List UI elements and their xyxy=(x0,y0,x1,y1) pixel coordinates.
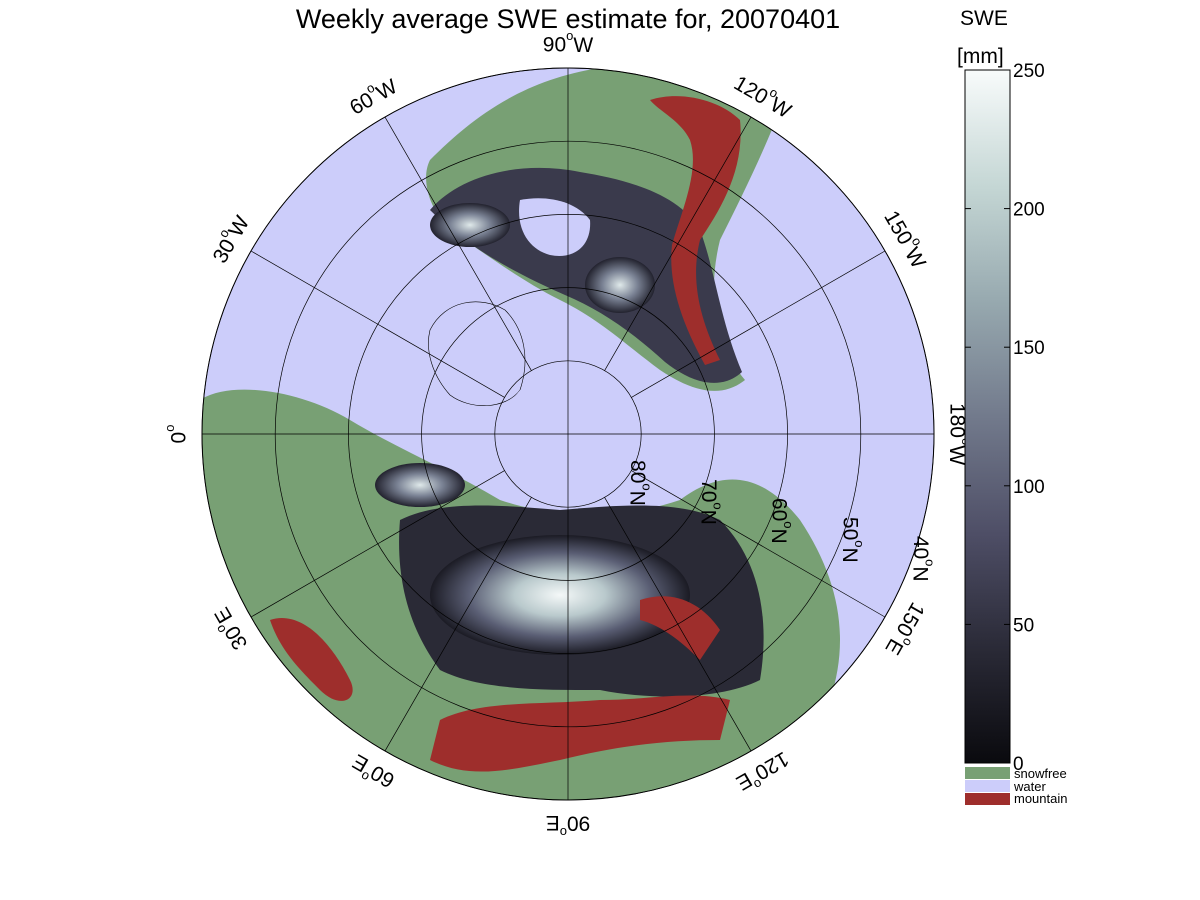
parallel-label-60n: 60oN xyxy=(768,498,796,544)
meridian-line xyxy=(604,497,752,752)
land-masses xyxy=(202,68,840,800)
colorbar-tick-label-100: 100 xyxy=(1013,477,1045,498)
legend-label-snowfree: snowfree xyxy=(1014,766,1067,781)
parallel-label-80n: 80oN xyxy=(626,460,654,506)
svg-text:60oN: 60oN xyxy=(768,498,796,544)
svg-text:80oN: 80oN xyxy=(626,460,654,506)
svg-text:30oE: 30oE xyxy=(206,603,253,656)
legend-label-mountain: mountain xyxy=(1014,791,1067,806)
legend-swatch-snowfree xyxy=(965,767,1010,779)
category-legend: snowfree water mountain xyxy=(965,766,1067,806)
meridian-label-90w: 90oW xyxy=(543,28,594,56)
colorbar-label-swe: SWE xyxy=(960,7,1008,30)
svg-text:0o: 0o xyxy=(162,425,190,444)
svg-text:70oN: 70oN xyxy=(697,479,725,525)
parallel-label-70n: 70oN xyxy=(697,479,725,525)
colorbar-tick-label-50: 50 xyxy=(1013,615,1034,636)
parallel-labels: 80oN 70oN 60oN 50oN 40oN xyxy=(626,460,937,582)
meridian-line xyxy=(604,116,752,371)
quebec-deep-snow xyxy=(585,257,655,313)
colorbar-label-unit: [mm] xyxy=(957,45,1004,68)
caucasus-mountains xyxy=(270,618,353,701)
map-title: Weekly average SWE estimate for, 2007040… xyxy=(296,4,840,34)
colorbar-tick-label-200: 200 xyxy=(1013,200,1045,221)
greenland xyxy=(428,301,526,406)
rocky-mountains xyxy=(650,96,741,365)
colorbar-ramp xyxy=(964,69,1011,764)
meridian-line xyxy=(631,250,886,398)
legend-swatch-water xyxy=(965,780,1010,792)
meridian-label-60e: 60oE xyxy=(346,750,399,797)
meridian-line xyxy=(384,497,532,752)
north-america-deep-snow xyxy=(430,203,510,247)
parallel-label-50n: 50oN xyxy=(838,517,866,563)
svg-text:60oE: 60oE xyxy=(346,750,399,797)
eurasian-mountains xyxy=(430,695,730,772)
svg-text:50oN: 50oN xyxy=(838,517,866,563)
meridian-label-30e: 30oE xyxy=(206,603,253,656)
colorbar-tick-label-250: 250 xyxy=(1013,61,1045,82)
colorbar-ticks: 0 50 100 150 200 250 xyxy=(965,61,1045,775)
parallel-label-40n: 40oN xyxy=(909,536,937,582)
meridian-label-90e: 90oE xyxy=(546,811,591,839)
scandinavia-snow xyxy=(375,463,465,507)
svg-text:90oW: 90oW xyxy=(543,28,594,56)
legend-label-water: water xyxy=(1013,779,1046,794)
svg-text:90oE: 90oE xyxy=(546,811,591,839)
hudson-bay xyxy=(519,198,591,256)
meridian-line xyxy=(250,470,505,618)
meridian-line xyxy=(631,470,886,618)
meridian-label-0: 0o xyxy=(162,425,190,444)
meridian-line xyxy=(384,116,532,371)
meridian-line xyxy=(250,250,505,398)
colorbar-tick-label-150: 150 xyxy=(1013,338,1045,359)
colorbar: SWE [mm] 0 50 100 150 200 250 xyxy=(957,7,1045,775)
legend-swatch-mountain xyxy=(965,793,1010,805)
siberia-deep-snow xyxy=(430,535,690,655)
graticule xyxy=(201,67,935,801)
colorbar-tick-label-0: 0 xyxy=(1013,754,1024,775)
polar-map: 90oW120oW150oW180oW150oE120oE90oE60oE30o… xyxy=(162,28,973,839)
svg-text:40oN: 40oN xyxy=(909,536,937,582)
